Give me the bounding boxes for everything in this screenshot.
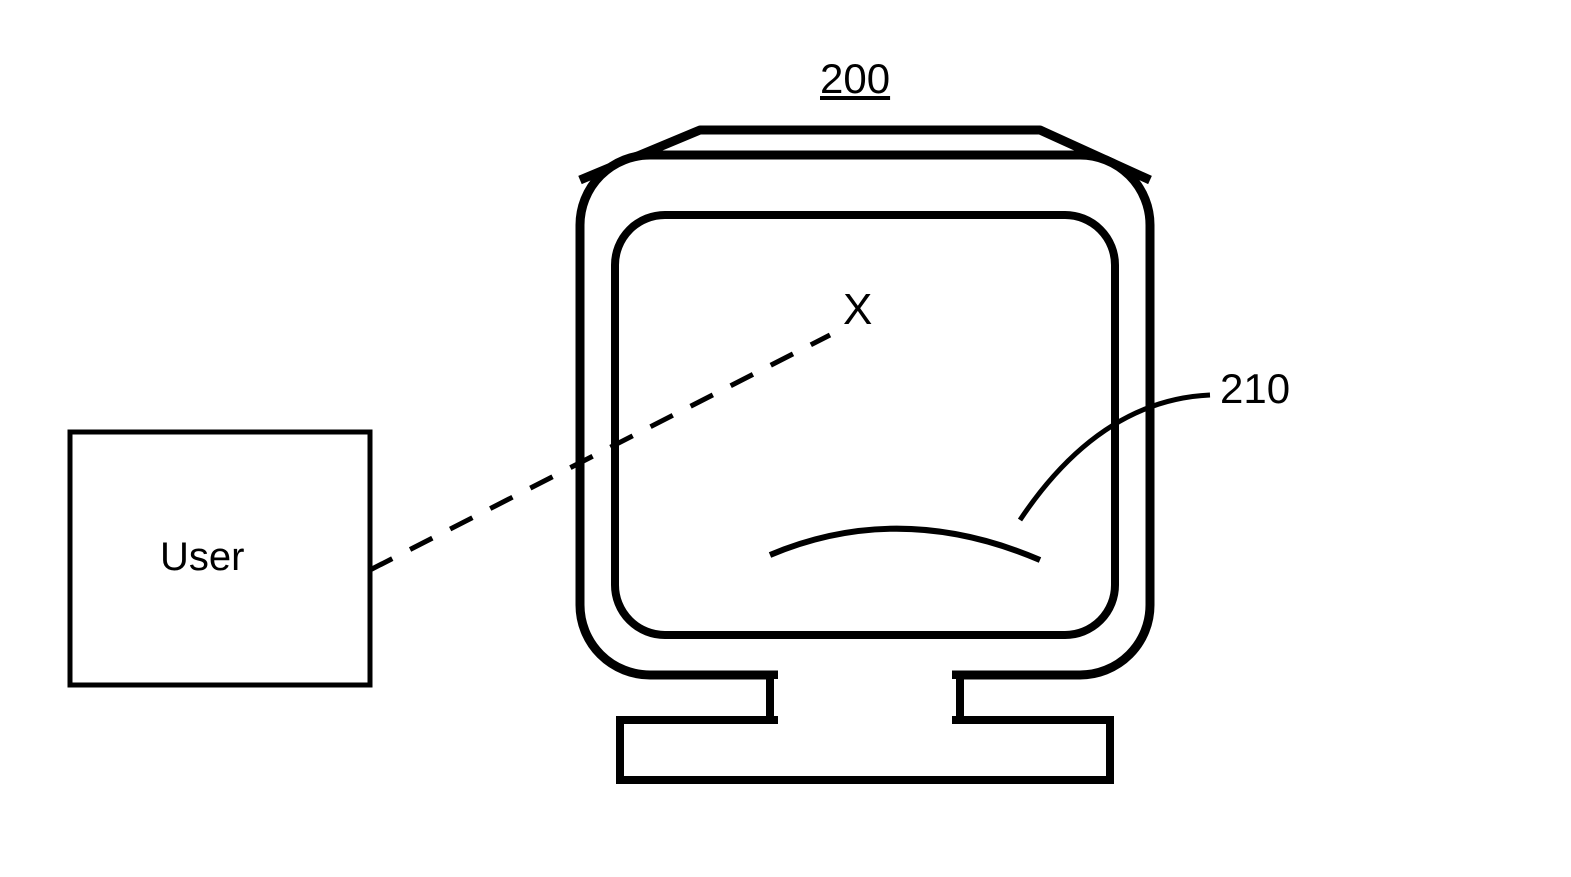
user-label: User — [160, 535, 244, 580]
target-x-label: X — [843, 285, 872, 335]
monitor-base-cover — [778, 714, 952, 726]
patent-diagram: User 200 210 X — [0, 0, 1571, 872]
ref-200-label: 200 — [820, 55, 890, 103]
monitor-neck-cover — [778, 668, 952, 682]
monitor-body — [580, 155, 1150, 675]
diagram-svg — [0, 0, 1571, 872]
monitor-base — [620, 720, 1110, 780]
ref-210-label: 210 — [1220, 365, 1290, 413]
